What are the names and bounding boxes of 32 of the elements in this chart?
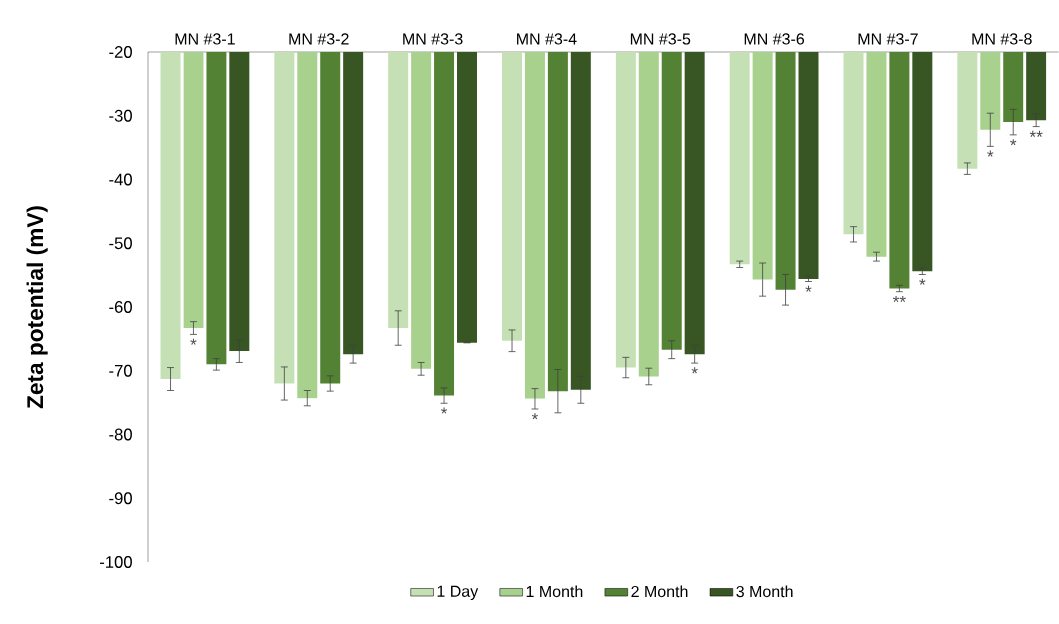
legend-label: 3 Month <box>736 585 793 598</box>
annotation: ** <box>1029 130 1043 137</box>
x-tick-label: MN #3-8 <box>972 33 1032 45</box>
annotation: * <box>691 367 698 374</box>
y-tick-label: -40 <box>109 173 132 186</box>
x-tick-label: MN #3-5 <box>630 33 691 45</box>
legend-label: 1 Month <box>526 585 583 598</box>
annotation: * <box>440 407 448 414</box>
annotation: * <box>531 413 539 420</box>
annotation: * <box>805 285 812 292</box>
x-tick-label: MN #3-2 <box>289 33 349 45</box>
y-axis-title: Zeta potential (mV) <box>26 206 48 409</box>
annotation: * <box>1010 139 1017 146</box>
annotation: * <box>190 338 197 345</box>
legend-label: 1 Day <box>437 585 479 601</box>
y-tick-label: -80 <box>109 428 132 441</box>
x-tick-label: MN #3-7 <box>858 33 918 45</box>
y-tick-label: -60 <box>109 301 132 313</box>
annotation: * <box>987 150 994 157</box>
y-tick-label: -30 <box>109 109 132 122</box>
x-tick-label: MN #3-6 <box>744 33 805 45</box>
x-tick-label: MN #3-1 <box>175 33 235 45</box>
y-tick-label: -100 <box>100 556 132 568</box>
y-tick-label: -90 <box>109 492 132 505</box>
y-tick-label: -20 <box>109 46 132 58</box>
x-tick-label: MN #3-4 <box>517 33 577 45</box>
annotation: ** <box>892 295 906 303</box>
legend-label: 2 Month <box>631 585 688 598</box>
y-tick-label: -70 <box>109 364 132 377</box>
annotation: * <box>919 278 926 285</box>
y-tick-label: -50 <box>109 237 132 250</box>
x-tick-label: MN #3-3 <box>403 33 463 45</box>
